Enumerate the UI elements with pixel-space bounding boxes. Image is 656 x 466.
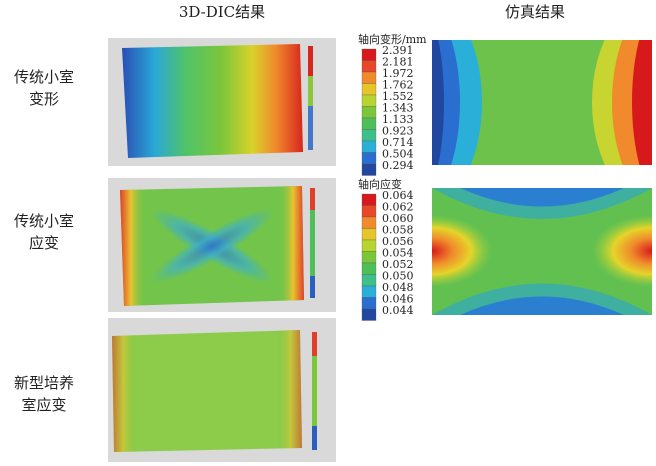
legend-swatch	[361, 140, 377, 153]
legend-value: 0.056	[382, 235, 414, 248]
row-label: 室应变	[21, 396, 66, 414]
legend-swatch	[361, 60, 377, 73]
legend-value: 0.064	[382, 189, 414, 202]
legend-swatch	[361, 163, 377, 176]
legend-value: 0.048	[382, 281, 414, 294]
row-label: 应变	[29, 234, 59, 252]
row-label: 变形	[29, 90, 59, 108]
legend-swatch	[361, 205, 377, 218]
legend-value: 2.181	[382, 56, 414, 69]
column-header: 3D-DIC结果	[179, 3, 265, 21]
legend-swatch	[361, 239, 377, 252]
column-header: 仿真结果	[505, 3, 565, 21]
dic-image	[108, 38, 336, 166]
legend-value: 2.391	[382, 44, 414, 57]
legend-swatch	[361, 285, 377, 298]
legend-swatch	[361, 71, 377, 84]
legend-value: 0.050	[382, 270, 414, 283]
legend-swatch	[361, 297, 377, 310]
legend-swatch	[361, 251, 377, 264]
legend-value: 1.133	[382, 113, 414, 126]
simulation-image	[432, 188, 652, 315]
legend-value: 0.044	[382, 304, 414, 317]
legend-swatch	[361, 48, 377, 61]
legend-value: 1.762	[382, 79, 414, 92]
legend-swatch	[361, 152, 377, 165]
legend-value: 0.046	[382, 293, 414, 306]
dic-image	[108, 318, 336, 462]
legend-swatch	[361, 83, 377, 96]
legend-swatch	[361, 129, 377, 142]
legend-value: 0.060	[382, 212, 414, 225]
legend-swatch	[361, 216, 377, 229]
legend-swatch	[361, 106, 377, 119]
legend-value: 1.972	[382, 67, 414, 80]
legend-value: 1.552	[382, 90, 414, 103]
legend-value: 0.294	[382, 159, 414, 172]
legends: 轴向变形/mm2.3912.1811.9721.7621.5521.3431.1…	[358, 32, 427, 321]
legend-swatch	[361, 274, 377, 287]
dic-image	[108, 178, 336, 312]
legend-title: 轴向应变	[358, 177, 402, 191]
legend-title: 轴向变形/mm	[358, 32, 427, 46]
legend-value: 0.504	[382, 148, 414, 161]
legend-value: 1.343	[382, 102, 414, 115]
legend-value: 0.062	[382, 201, 414, 214]
legend-value: 0.054	[382, 247, 414, 260]
legend-swatch	[361, 308, 377, 321]
legend-value: 0.714	[382, 136, 414, 149]
legend-value: 0.052	[382, 258, 414, 271]
legend-value: 0.058	[382, 224, 414, 237]
legend-value: 0.923	[382, 125, 414, 138]
legend-swatch	[361, 228, 377, 241]
row-label: 新型培养	[14, 374, 74, 392]
row-label: 传统小室	[14, 68, 74, 86]
legend-swatch	[361, 262, 377, 275]
row-label: 传统小室	[14, 212, 74, 230]
simulation-image	[432, 40, 652, 165]
legend-swatch	[361, 117, 377, 130]
legend-swatch	[361, 193, 377, 206]
legend-swatch	[361, 94, 377, 107]
